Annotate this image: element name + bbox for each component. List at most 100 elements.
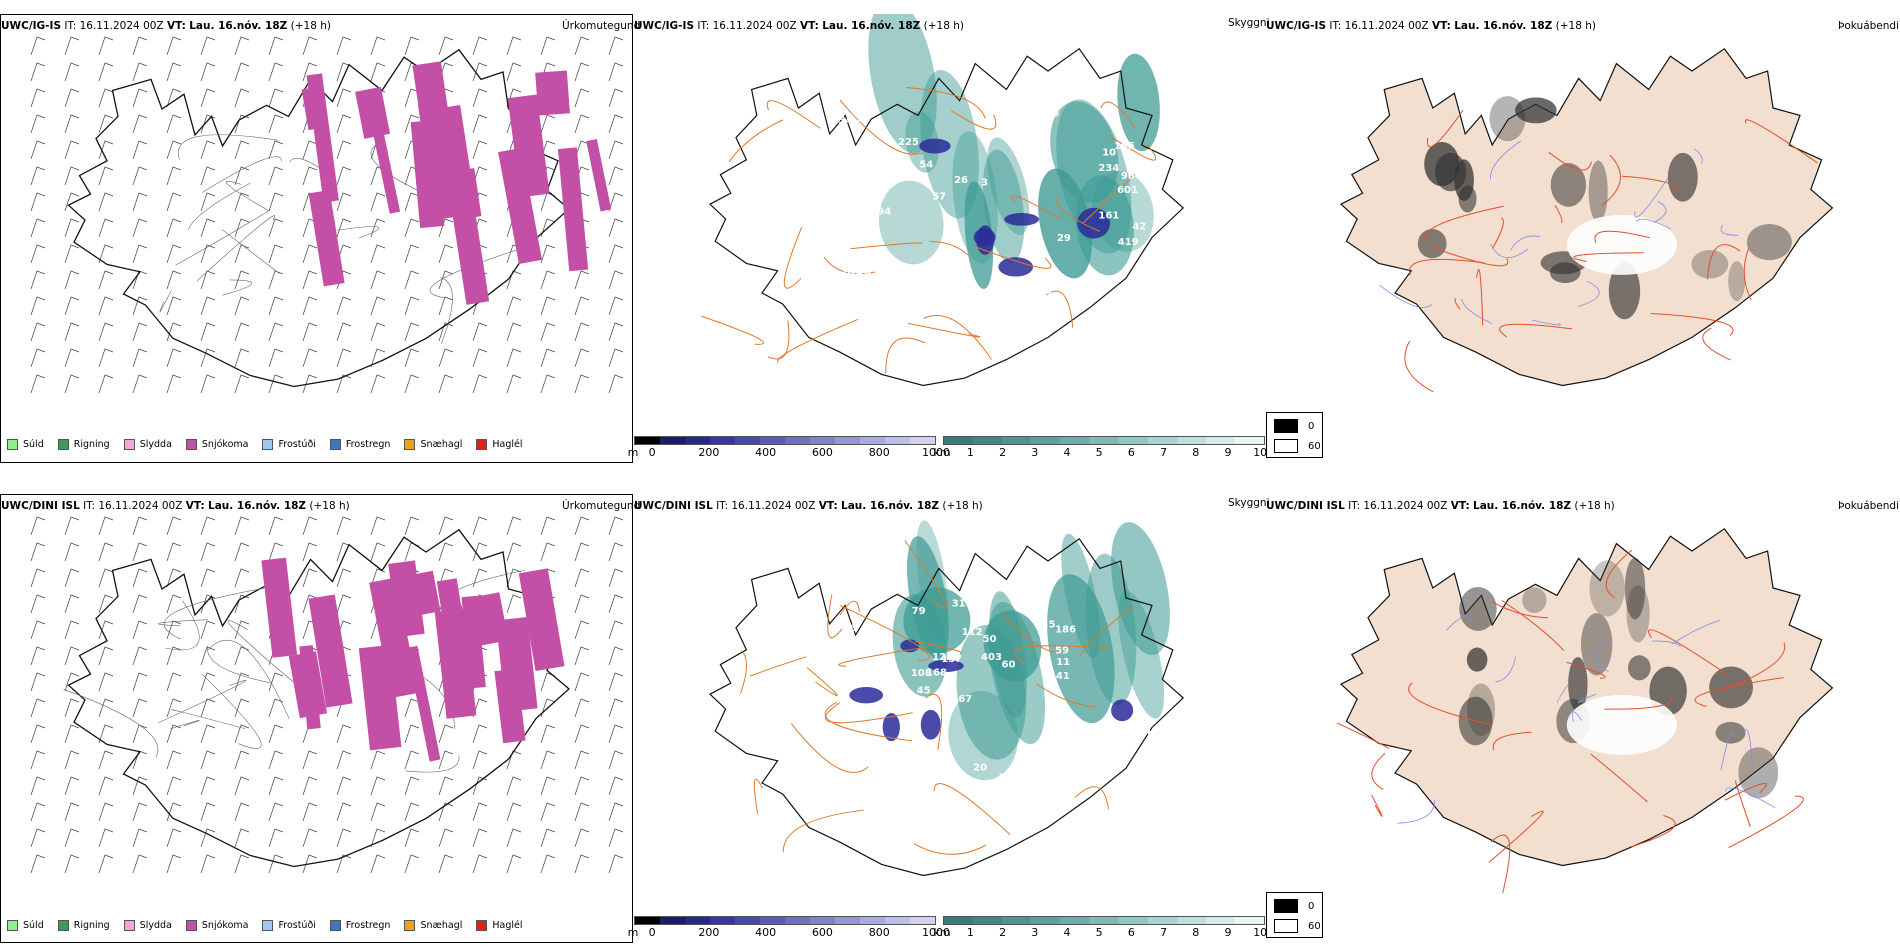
wind-barb: [574, 88, 590, 108]
wind-barb: [200, 646, 216, 666]
wind-barb: [98, 672, 114, 692]
wind-barb: [506, 322, 522, 342]
wind-barb: [30, 698, 46, 718]
wind-barb: [506, 594, 522, 614]
wind-barb: [268, 348, 284, 368]
wind-barb: [438, 322, 454, 342]
river-line: [1397, 799, 1436, 824]
road-line: [1744, 119, 1818, 164]
fog-area: [1746, 223, 1792, 261]
road-line: [163, 588, 265, 640]
cloud-label: 112: [962, 627, 983, 638]
legend-swatch: [7, 920, 18, 931]
wind-barb: [506, 516, 522, 536]
wind-barb: [302, 750, 318, 770]
colorbar-unit: m: [627, 926, 639, 939]
fog-area: [1434, 152, 1467, 192]
wind-barb: [234, 36, 250, 56]
road-line: [1371, 752, 1386, 790]
wind-barb: [132, 244, 148, 264]
cloud-label: 29: [1057, 233, 1071, 244]
panel-type-precip-row1: Úrkomutegund: [562, 20, 641, 32]
wind-barb: [574, 646, 590, 666]
wind-barb: [132, 322, 148, 342]
panel-title-precip-row2: UWC/DINI ISL IT: 16.11.2024 00Z VT: Lau.…: [1, 500, 350, 512]
coastline: [67, 48, 570, 388]
road-line: [159, 290, 172, 313]
wind-barb: [268, 62, 284, 82]
road-line: [824, 702, 913, 724]
low-cloud-area: [998, 257, 1034, 277]
wind-barb: [98, 542, 114, 562]
river-line: [1556, 682, 1570, 704]
legend-swatch: [404, 439, 416, 450]
wind-barb: [166, 802, 182, 822]
wind-barb: [30, 802, 46, 822]
wind-barb: [336, 140, 352, 160]
fog-legend-row: 60: [1274, 919, 1322, 933]
snow-area: [586, 138, 612, 212]
wind-barb: [200, 828, 216, 848]
wind-barb: [574, 802, 590, 822]
fog-area: [1715, 721, 1746, 744]
wind-barb: [540, 270, 556, 290]
panel-type-clouds-row1: Skyggni: [1228, 17, 1270, 29]
wind-barb: [268, 374, 284, 394]
wind-barb: [234, 776, 250, 796]
cloud-label: 314: [1131, 727, 1152, 738]
road-line: [1647, 629, 1728, 675]
cloud-visibility-map: 4531506018640315746710810241637875620112…: [708, 520, 1185, 877]
legend-item: Súld: [7, 439, 44, 450]
colorbar-block: [710, 437, 735, 444]
wind-barb: [234, 594, 250, 614]
colorbar-block: [1031, 917, 1061, 924]
wind-barb: [30, 854, 46, 874]
fog-legend-swatch: [1274, 419, 1298, 433]
road-line: [1425, 205, 1504, 242]
river-line: [1596, 636, 1609, 672]
wind-barb: [98, 594, 114, 614]
wind-barb: [438, 828, 454, 848]
colorbar-block: [860, 917, 885, 924]
wind-barb: [64, 140, 80, 160]
colorbar-tick: 9: [1224, 926, 1232, 939]
cloud-base-colorbar-row1: km 1 2 3 4 5 6 7 8 9 10: [933, 436, 1267, 459]
wind-barb: [166, 88, 182, 108]
wind-barb: [234, 672, 250, 692]
wind-barb: [268, 322, 284, 342]
legend-item: Haglél: [476, 920, 523, 931]
legend-item: Rigning: [57, 439, 110, 450]
legend-label: Rigning: [73, 920, 110, 931]
model-name: UWC/IG-IS: [1, 20, 62, 32]
colorbar-tick: 1: [966, 446, 974, 459]
wind-barb: [370, 62, 386, 82]
legend-label: Haglél: [492, 439, 523, 450]
snow-area: [518, 568, 565, 672]
wind-barb: [234, 568, 250, 588]
road-line: [1336, 722, 1389, 750]
low-cloud-area: [973, 228, 996, 247]
cloud-label: 23: [848, 114, 862, 125]
colorbar-tick: 3: [1031, 926, 1039, 939]
legend-item: Frostúði: [262, 439, 316, 450]
wind-barb: [302, 542, 318, 562]
cloud-label: 54: [919, 160, 933, 171]
wind-barb: [30, 750, 46, 770]
colorbar-tick: 8: [1192, 446, 1200, 459]
snow-area: [446, 605, 471, 670]
wind-barb: [574, 594, 590, 614]
fog-area: [1417, 228, 1447, 259]
road-line: [1499, 323, 1573, 338]
snow-area: [406, 645, 441, 762]
wind-barb: [302, 828, 318, 848]
cloud-label: 31: [952, 598, 966, 609]
panel-title-clouds-row2: UWC/DINI ISL IT: 16.11.2024 00Z VT: Lau.…: [634, 500, 983, 512]
precip-type-legend: Súld Rigning Slydda Snjókoma Frostúði Frostre…: [7, 920, 523, 931]
wind-barb: [30, 776, 46, 796]
legend-item: Haglél: [476, 439, 523, 450]
wind-barb: [98, 646, 114, 666]
colorbar-tick: 5: [1095, 446, 1103, 459]
wind-barb: [540, 724, 556, 744]
snow-area: [410, 119, 445, 229]
wind-barb: [200, 776, 216, 796]
